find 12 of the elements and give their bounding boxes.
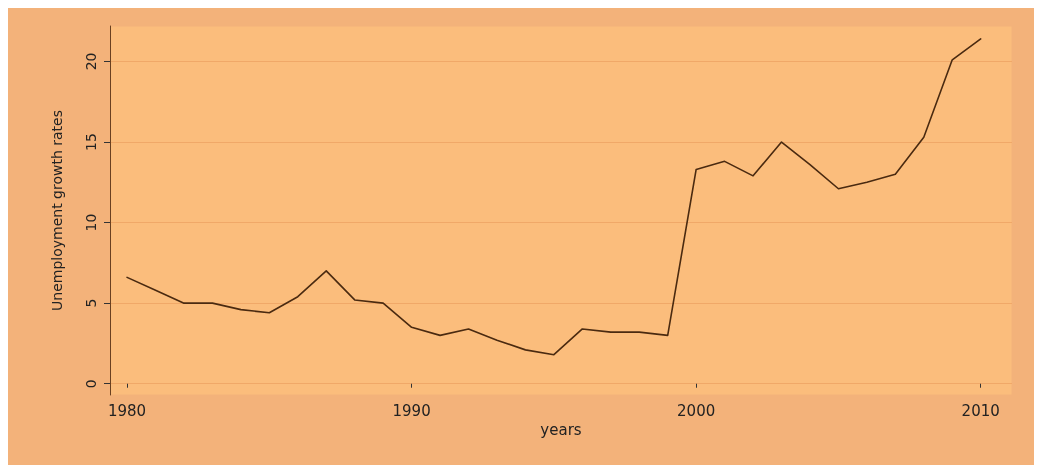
- y-tick-label: 15: [83, 133, 99, 151]
- x-tick-label: 1980: [107, 401, 147, 420]
- x-tick-label: 1990: [392, 401, 431, 420]
- y-axis-title: Unemployment growth rates: [49, 110, 65, 311]
- line-series: [126, 38, 982, 356]
- x-tick-label: 2010: [961, 401, 1000, 420]
- y-tick-label: 0: [83, 379, 99, 389]
- y-tick-label: 5: [83, 298, 99, 308]
- y-tick-label: 10: [83, 213, 99, 232]
- x-axis-title: years: [540, 421, 582, 440]
- x-tick-label: 2000: [677, 401, 716, 420]
- y-tick-label: 20: [83, 52, 99, 71]
